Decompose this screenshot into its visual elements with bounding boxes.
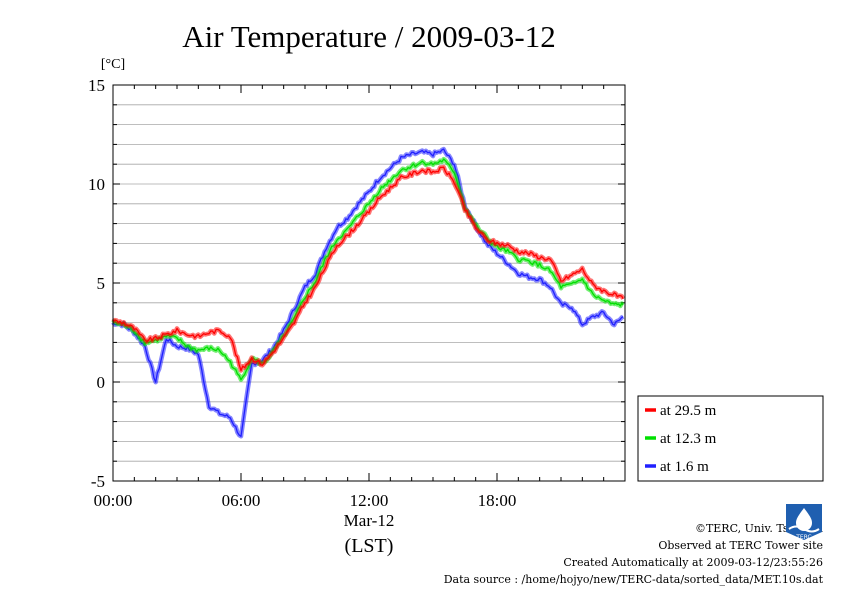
chart-title: Air Temperature / 2009-03-12 [182,19,555,54]
grid-lines [113,104,625,462]
plot-frame [112,84,626,482]
x-axis-date-label: Mar-12 [344,511,395,530]
y-tick-labels: 15 10 5 0 -5 [88,76,105,491]
x-tick-labels: 00:00 06:00 12:00 18:00 [94,491,517,510]
credit-created: Created Automatically at 2009-03-12/23:5… [563,556,823,569]
legend-label-at-29-5-m: at 29.5 m [660,403,717,419]
y-tick-label: -5 [91,472,105,491]
x-tick-label: 00:00 [94,491,133,510]
y-tick-label: 15 [88,76,105,95]
series-line-at-29-5-m [112,166,624,372]
credit-data-source: Data source : /home/hojyo/new/TERC-data/… [443,573,823,586]
terc-logo: TERC [786,504,822,541]
legend: at 29.5 m at 12.3 m at 1.6 m [637,395,824,482]
legend-label-at-12-3-m: at 12.3 m [660,431,717,447]
x-tick-label: 18:00 [478,491,517,510]
series-line-at-12-3-m [112,158,624,381]
y-tick-label: 5 [97,274,106,293]
y-axis-unit: [°C] [101,57,125,72]
legend-label-at-1-6-m: at 1.6 m [660,459,709,475]
series-line-at-1-6-m [112,148,624,437]
y-tick-label: 10 [88,175,105,194]
credit-site: Observed at TERC Tower site [658,539,823,552]
x-tick-label: 06:00 [222,491,261,510]
legend-box [637,395,824,482]
x-tick-label: 12:00 [350,491,389,510]
y-tick-label: 0 [97,373,106,392]
x-axis-unit: (LST) [345,535,394,557]
logo-text: TERC [795,534,812,541]
series-lines [111,146,626,439]
